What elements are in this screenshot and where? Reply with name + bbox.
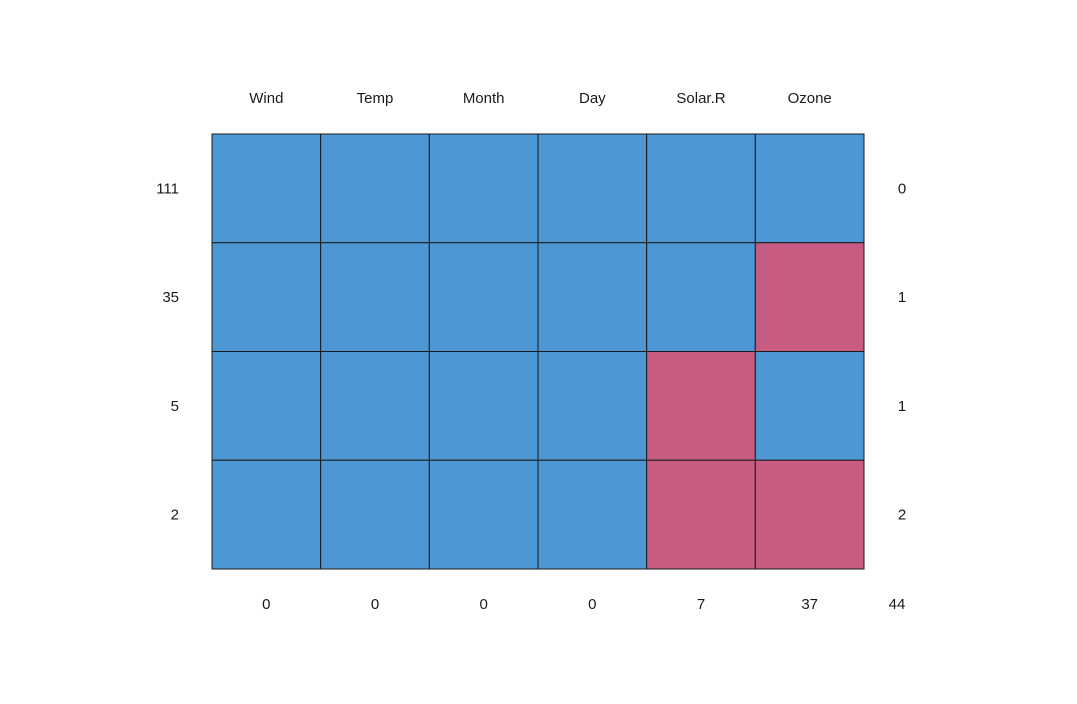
column-missing-total: 7	[697, 596, 705, 613]
pattern-count: 111	[156, 180, 179, 197]
observed-cell	[428, 133, 539, 244]
variable-label: Temp	[357, 90, 394, 107]
pattern-count-labels: 111 35 5 2	[156, 180, 179, 523]
variable-label: Wind	[249, 90, 283, 107]
total-missing-label: 44	[889, 596, 906, 613]
missing-cell	[754, 242, 865, 352]
variable-label: Month	[463, 90, 505, 107]
observed-cell	[537, 351, 648, 461]
observed-cell	[320, 459, 430, 570]
column-missing-total: 0	[262, 596, 270, 613]
observed-cell	[428, 242, 539, 352]
pattern-missing-count: 1	[898, 398, 906, 415]
pattern-count: 5	[171, 398, 179, 415]
column-missing-total: 0	[479, 596, 487, 613]
observed-cell	[646, 242, 756, 352]
missing-cell	[646, 459, 756, 570]
observed-cell	[211, 133, 322, 244]
observed-cell	[754, 133, 865, 244]
pattern-count: 2	[171, 507, 179, 524]
missing-cell	[754, 459, 865, 570]
pattern-missing-labels: 0 1 1 2	[898, 180, 906, 523]
variable-label: Solar.R	[676, 90, 725, 107]
observed-cell	[320, 242, 430, 352]
observed-cell	[428, 351, 539, 461]
missing-cell	[646, 351, 756, 461]
column-missing-totals: 0 0 0 0 7 37	[262, 596, 818, 613]
observed-cell	[646, 133, 756, 244]
variable-labels: Wind Temp Month Day Solar.R Ozone	[249, 90, 832, 107]
observed-cell	[754, 351, 865, 461]
column-missing-total: 0	[588, 596, 596, 613]
column-missing-total: 0	[371, 596, 379, 613]
observed-cell	[211, 242, 322, 352]
observed-cell	[537, 242, 648, 352]
variable-label: Ozone	[788, 90, 832, 107]
observed-cell	[537, 459, 648, 570]
pattern-count: 35	[162, 289, 179, 306]
observed-cell	[211, 351, 322, 461]
observed-cell	[320, 133, 430, 244]
observed-cell	[428, 459, 539, 570]
variable-label: Day	[579, 90, 606, 107]
observed-cell	[537, 133, 648, 244]
column-missing-total: 37	[801, 596, 818, 613]
observed-cell	[211, 459, 322, 570]
pattern-grid	[211, 133, 865, 570]
observed-cell	[320, 351, 430, 461]
pattern-missing-count: 1	[898, 289, 906, 306]
pattern-missing-count: 2	[898, 507, 906, 524]
pattern-missing-count: 0	[898, 180, 906, 197]
